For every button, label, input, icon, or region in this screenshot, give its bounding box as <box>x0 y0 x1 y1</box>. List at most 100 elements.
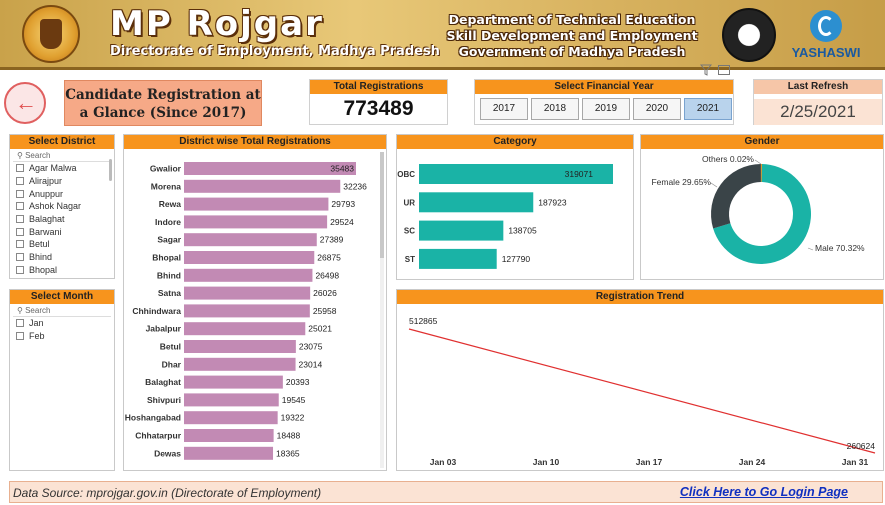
district-chart-title: District wise Total Registrations <box>124 135 386 149</box>
district-value-betul: 23075 <box>299 342 323 352</box>
district-item-label: Bhopal <box>29 264 58 275</box>
district-item-ashok-nagar[interactable]: Ashok Nagar <box>10 200 114 213</box>
district-item-betul[interactable]: Betul <box>10 238 114 251</box>
district-bar-chhatarpur[interactable] <box>184 429 274 442</box>
checkbox[interactable] <box>16 240 24 249</box>
district-item-bhopal[interactable]: Bhopal <box>10 264 114 277</box>
checkbox[interactable] <box>16 215 24 224</box>
category-tick-sc: SC <box>404 227 415 236</box>
checkbox[interactable] <box>16 319 24 328</box>
filter-icon[interactable] <box>700 64 712 76</box>
district-item-agar-malwa[interactable]: Agar Malwa <box>10 162 114 175</box>
district-bar-rewa[interactable] <box>184 197 329 211</box>
district-bar-balaghat[interactable] <box>184 375 283 389</box>
registration-trend-chart: Registration Trend Jan 03 Jan 10 Jan 17 Jan… <box>396 289 884 471</box>
district-value-chhindwara: 25958 <box>313 306 337 316</box>
district-bar-sagar[interactable] <box>184 233 317 247</box>
financial-year-label: Select Financial Year <box>475 80 733 94</box>
checkbox[interactable] <box>16 177 24 186</box>
district-bar-betul[interactable] <box>184 340 296 353</box>
focus-mode-icon[interactable] <box>718 65 730 75</box>
district-bar-svg: Gwalior 35483 Morena 32236 Rewa 29793 Indore 29… <box>125 162 367 460</box>
trend-line[interactable] <box>408 328 876 454</box>
district-value-dewas: 18365 <box>276 448 300 458</box>
year-button-2020[interactable]: 2020 <box>633 98 681 120</box>
back-button[interactable]: ← <box>4 82 46 124</box>
month-search-input[interactable]: ⚲ Search <box>13 305 111 317</box>
district-item-alirajpur[interactable]: Alirajpur <box>10 175 114 188</box>
category-bar-obc[interactable] <box>419 164 613 184</box>
category-bar-svg: OBC 319071 UR 187923 SC 138705 ST 127790 <box>397 164 613 269</box>
district-chart-scroll-thumb[interactable] <box>380 152 384 258</box>
district-bar-chhindwara[interactable] <box>184 304 310 318</box>
gender-label-female: Female 29.65% <box>651 177 711 187</box>
checkbox[interactable] <box>16 164 24 173</box>
gender-leader-female <box>710 182 718 188</box>
partner-name: YASHASWI <box>791 45 861 60</box>
month-item-feb[interactable]: Feb <box>10 330 114 343</box>
trend-tick-jan-10: Jan 10 <box>533 457 560 467</box>
district-tick-dhar: Dhar <box>162 359 182 369</box>
gender-slice-male[interactable] <box>713 164 811 264</box>
checkbox[interactable] <box>16 265 24 274</box>
district-value-bhopal: 26875 <box>317 253 341 263</box>
district-bar-dewas[interactable] <box>184 446 274 460</box>
year-button-2017[interactable]: 2017 <box>480 98 528 120</box>
district-item-label: Anuppur <box>29 188 64 199</box>
gender-chart-title: Gender <box>641 135 883 149</box>
district-bar-bhind[interactable] <box>184 268 313 282</box>
district-tick-chhindwara: Chhindwara <box>132 306 181 316</box>
district-item-barwani[interactable]: Barwani <box>10 225 114 238</box>
checkbox[interactable] <box>16 227 24 236</box>
district-slicer-title: Select District <box>10 135 114 149</box>
district-tick-rewa: Rewa <box>159 199 181 209</box>
checkbox[interactable] <box>16 189 24 198</box>
district-search-placeholder: Search <box>25 151 51 160</box>
district-item-balaghat[interactable]: Balaghat <box>10 213 114 226</box>
district-chart-scroll-track[interactable] <box>380 152 384 468</box>
checkbox[interactable] <box>16 332 24 341</box>
district-bar-morena[interactable] <box>184 179 341 193</box>
gender-slice-others[interactable] <box>760 164 762 183</box>
district-bar-indore[interactable] <box>184 215 328 229</box>
trend-line-svg: Jan 03 Jan 10 Jan 17 Jan 24 Jan 31 512865 2606… <box>408 316 876 467</box>
gender-slice-female[interactable] <box>711 164 761 229</box>
district-bar-shivpuri[interactable] <box>184 393 279 407</box>
year-button-2021[interactable]: 2021 <box>684 98 732 120</box>
login-page-link[interactable]: Click Here to Go Login Page <box>679 485 848 499</box>
district-bar-bhopal[interactable] <box>184 251 315 264</box>
year-button-2018[interactable]: 2018 <box>531 98 579 120</box>
district-value-balaghat: 20393 <box>286 377 310 387</box>
year-button-2019[interactable]: 2019 <box>582 98 630 120</box>
district-bar-hoshangabad[interactable] <box>184 411 278 425</box>
district-item-anuppur[interactable]: Anuppur <box>10 187 114 200</box>
district-value-morena: 32236 <box>343 181 367 191</box>
month-item-jan[interactable]: Jan <box>10 317 114 330</box>
department-seal-icon <box>722 8 776 62</box>
data-source-text: Data Source: mprojgar.gov.in (Directorat… <box>13 486 322 500</box>
gender-label-male: Male 70.32% <box>815 243 865 253</box>
category-tick-st: ST <box>405 255 415 264</box>
district-item-label: Bhind <box>29 252 53 263</box>
district-scrollbar[interactable] <box>109 159 112 181</box>
category-value-sc: 138705 <box>508 226 537 236</box>
category-bar-sc[interactable] <box>419 220 504 241</box>
district-bar-gwalior[interactable] <box>184 162 356 175</box>
district-tick-jabalpur: Jabalpur <box>146 324 182 334</box>
district-bar-dhar[interactable] <box>184 357 296 371</box>
category-bar-st[interactable] <box>419 248 497 269</box>
district-tick-morena: Morena <box>151 181 182 191</box>
district-tick-chhatarpur: Chhatarpur <box>135 431 182 441</box>
checkbox[interactable] <box>16 202 24 211</box>
district-item-bhind[interactable]: Bhind <box>10 251 114 264</box>
checkbox[interactable] <box>16 253 24 262</box>
district-bar-satna[interactable] <box>184 286 311 300</box>
header-banner: MP Rojgar Directorate of Employment, Mad… <box>0 0 885 70</box>
district-tick-sagar: Sagar <box>157 235 181 245</box>
district-bar-jabalpur[interactable] <box>184 322 306 336</box>
category-bar-ur[interactable] <box>419 192 534 213</box>
district-search-input[interactable]: ⚲ Search <box>13 150 111 162</box>
category-value-obc: 319071 <box>565 169 594 179</box>
district-value-jabalpur: 25021 <box>308 324 332 334</box>
back-arrow-icon: ← <box>15 90 37 115</box>
